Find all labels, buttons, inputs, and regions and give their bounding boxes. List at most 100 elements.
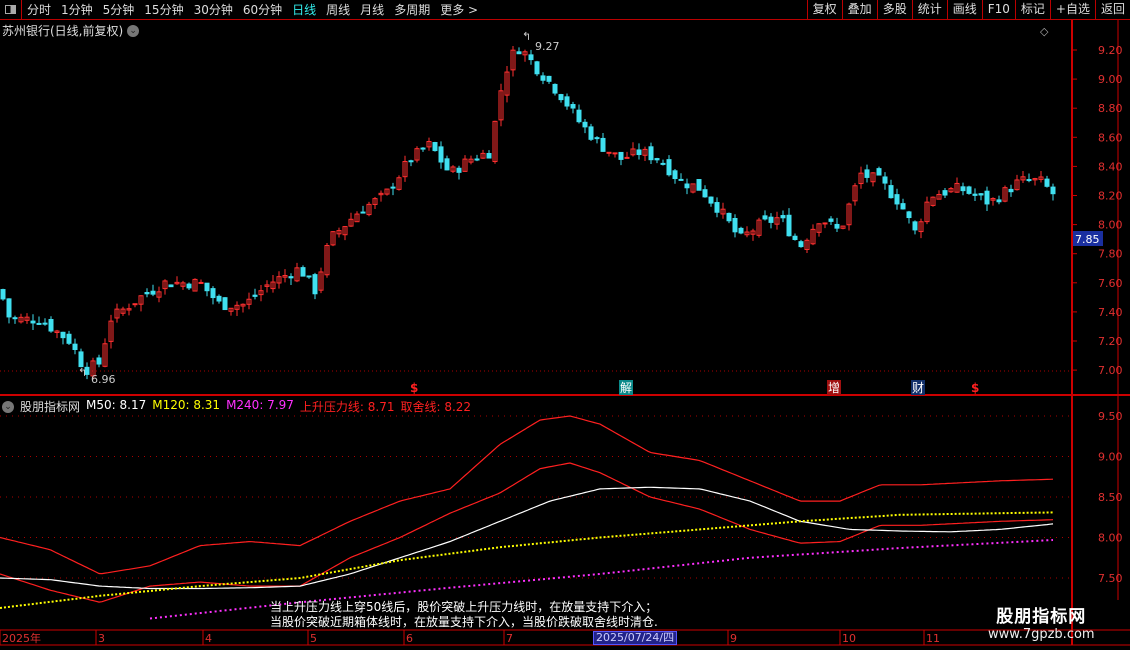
candle-body <box>864 169 870 178</box>
candle-body <box>582 121 588 128</box>
candle-body <box>408 160 414 163</box>
candle-body <box>630 148 636 156</box>
candle-body <box>732 218 738 233</box>
candle-body <box>672 170 678 180</box>
candle-body <box>558 94 564 101</box>
candle-body <box>384 188 390 195</box>
candle-body <box>72 343 78 351</box>
chevron-down-icon[interactable]: ⌄ <box>2 400 14 413</box>
toolbar-button[interactable]: 复权 <box>806 0 842 20</box>
candle-body <box>228 307 234 312</box>
period-tab[interactable]: 1分钟 <box>61 3 93 17</box>
toolbar-button[interactable]: 叠加 <box>841 0 877 20</box>
candle-body <box>588 126 594 140</box>
toolbar-button[interactable]: 统计 <box>911 0 947 20</box>
candle-body <box>414 148 420 161</box>
candle-body <box>750 230 756 235</box>
chevron-down-icon[interactable]: ⌄ <box>127 24 140 37</box>
candle-body <box>906 211 912 219</box>
candle-body <box>378 192 384 196</box>
candle-body <box>498 90 504 121</box>
toolbar-button[interactable]: 返回 <box>1094 0 1130 20</box>
candle-body <box>666 159 672 176</box>
price-tick-label: 8.40 <box>1098 160 1123 173</box>
candle-body <box>318 271 324 291</box>
candle-body <box>60 331 66 339</box>
toolbar-button[interactable]: 多股 <box>876 0 912 20</box>
period-tab[interactable]: 分时 <box>27 3 52 17</box>
candle-body <box>804 239 810 250</box>
period-tab[interactable]: 30分钟 <box>193 3 233 17</box>
candle-body <box>282 274 288 278</box>
candle-body <box>0 289 6 300</box>
candle-body <box>342 226 348 236</box>
candle-body <box>18 316 24 323</box>
period-tab[interactable]: 日线 <box>292 3 317 17</box>
candle-body <box>858 172 864 185</box>
candle-body <box>168 284 174 288</box>
event-marker-bg <box>911 380 925 395</box>
candle-body <box>948 188 954 193</box>
candle-body <box>120 308 126 314</box>
candle-body <box>162 280 168 290</box>
candle-body <box>780 215 786 219</box>
price-tick-label: 9.00 <box>1098 73 1123 86</box>
period-tab[interactable]: 更多 > <box>440 3 479 17</box>
candle-body <box>528 54 534 61</box>
candle-body <box>1026 179 1032 182</box>
candle-body <box>12 317 18 320</box>
candle-body <box>444 158 450 171</box>
toolbar-button[interactable]: 画线 <box>946 0 982 20</box>
resistance-line <box>0 415 1054 575</box>
candle-body <box>138 295 144 305</box>
toolbar-button[interactable]: 标记 <box>1014 0 1050 20</box>
candle-body <box>516 51 522 55</box>
candle-body <box>1050 186 1056 195</box>
candle-body <box>510 49 516 71</box>
date-label: 7 <box>506 632 513 645</box>
price-tick-label: 7.00 <box>1098 364 1123 377</box>
candle-body <box>1038 176 1044 180</box>
candle-body <box>846 203 852 226</box>
toolbar-button[interactable]: +自选 <box>1049 0 1095 20</box>
candle-body <box>90 360 96 377</box>
period-tab[interactable]: 月线 <box>360 3 385 17</box>
candle-body <box>564 96 570 107</box>
candle-body <box>462 158 468 172</box>
toolbar-button[interactable]: F10 <box>981 0 1015 20</box>
period-tab[interactable]: 5分钟 <box>102 3 135 17</box>
candle-body <box>198 281 204 284</box>
candle-body <box>276 276 282 284</box>
m50-line <box>0 486 1054 590</box>
panel-toggle-icon[interactable] <box>0 0 22 20</box>
period-tab[interactable]: 多周期 <box>394 3 431 17</box>
price-tick-label: 8.20 <box>1098 190 1123 203</box>
candle-body <box>480 152 486 159</box>
candle-body <box>114 308 120 319</box>
candle-body <box>702 189 708 198</box>
candle-body <box>822 222 828 225</box>
m240-line <box>149 539 1054 620</box>
legend-item: M120: 8.31 <box>152 398 221 412</box>
indicator-name[interactable]: 股朋指标网 <box>20 400 81 414</box>
strategy-note-1: 当上升压力线上穿50线后，股价突破上升压力线时，在放量支持下介入； <box>270 600 658 614</box>
price-tick-label: 9.20 <box>1098 44 1123 57</box>
watermark-name: 股朋指标网 <box>996 607 1087 627</box>
candle-body <box>744 231 750 236</box>
candle-body <box>624 156 630 159</box>
candle-body <box>126 308 132 311</box>
candle-body <box>390 186 396 189</box>
candle-body <box>738 227 744 234</box>
candle-body <box>288 276 294 279</box>
period-tab[interactable]: 15分钟 <box>144 3 184 17</box>
candle-body <box>840 225 846 229</box>
candle-body <box>552 83 558 94</box>
diamond-icon: ◇ <box>1040 25 1049 38</box>
period-tab[interactable]: 60分钟 <box>242 3 283 17</box>
chart-title: 苏州银行(日线,前复权) ⌄ <box>2 22 140 39</box>
event-marker-bg <box>827 380 841 395</box>
candle-body <box>972 193 978 196</box>
candle-body <box>540 75 546 81</box>
period-tab[interactable]: 周线 <box>326 3 351 17</box>
